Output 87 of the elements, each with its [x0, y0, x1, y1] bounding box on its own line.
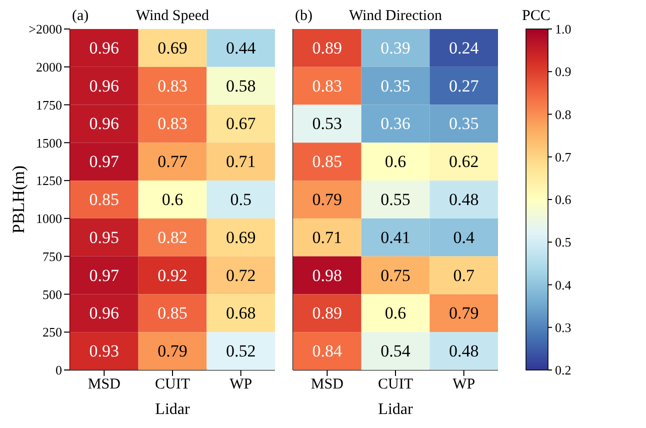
- color-bar-label: 0.3: [555, 320, 572, 335]
- x-axis-title: Lidar: [378, 401, 414, 418]
- data-label: 0.77: [158, 152, 188, 172]
- y-tick-label: 500: [42, 286, 62, 302]
- data-label: 0.62: [448, 152, 479, 172]
- data-label: 0.85: [158, 304, 188, 323]
- color-bar-label: 0.2: [555, 362, 572, 378]
- x-tick-label: CUIT: [155, 376, 190, 393]
- data-label: 0.98: [312, 266, 342, 285]
- text: (b): [295, 8, 312, 25]
- data-label: 0.92: [158, 266, 188, 285]
- color-bar-label: 0.6: [555, 192, 572, 207]
- color-bar-label: 0.8: [555, 106, 572, 122]
- color-bar-label: 0.4: [555, 277, 572, 292]
- x-tick-label: MSD: [88, 376, 121, 393]
- y-tick-label: 1750: [36, 97, 62, 112]
- y-tick-label: 1250: [36, 173, 62, 188]
- data-label: 0.44: [226, 38, 256, 58]
- color-bar-label: 0.5: [555, 234, 572, 250]
- data-label: 0.4: [453, 228, 475, 247]
- x-tick-label: WP: [452, 376, 476, 393]
- data-label: 0.71: [312, 228, 342, 247]
- color-bar-label: 0.7: [555, 149, 572, 164]
- chart-title: Wind Direction: [348, 8, 442, 24]
- data-label: 0.96: [89, 114, 120, 134]
- y-tick-label: 2000: [36, 60, 62, 75]
- x-tick-label: CUIT: [378, 376, 413, 393]
- data-label: 0.72: [226, 266, 256, 285]
- data-label: 0.58: [226, 76, 256, 96]
- data-label: 0.36: [380, 114, 410, 134]
- data-label: 0.24: [448, 38, 480, 58]
- data-label: 0.97: [89, 266, 120, 285]
- data-label: 0.67: [226, 114, 256, 134]
- data-label: 0.68: [226, 304, 256, 323]
- data-label: 0.35: [448, 114, 479, 134]
- x-axis-title: Lidar: [155, 401, 190, 418]
- data-label: 0.89: [312, 38, 342, 58]
- data-label: 0.95: [89, 228, 120, 247]
- data-label: 0.54: [380, 342, 411, 361]
- text: (a): [72, 8, 89, 25]
- data-label: 0.69: [226, 228, 256, 247]
- y-tick-label: 750: [42, 248, 62, 264]
- data-label: 0.41: [380, 228, 410, 247]
- data-label: 0.83: [158, 76, 188, 96]
- data-label: 0.83: [312, 76, 342, 96]
- data-label: 0.6: [384, 304, 406, 323]
- data-label: 0.52: [226, 342, 256, 361]
- data-label: 0.7: [453, 266, 475, 285]
- data-label: 0.39: [380, 38, 410, 58]
- data-label: 0.75: [380, 266, 410, 285]
- data-label: 0.5: [230, 190, 252, 209]
- y-tick-label: 1000: [36, 211, 62, 226]
- data-label: 0.48: [448, 190, 479, 209]
- data-label: 0.48: [448, 342, 479, 361]
- y-axis-title: PBLH(m): [9, 166, 28, 234]
- x-tick-label: WP: [230, 376, 252, 393]
- data-label: 0.85: [89, 190, 120, 209]
- data-label: 0.84: [312, 342, 343, 361]
- data-label: 0.35: [380, 76, 410, 96]
- data-label: 0.96: [89, 76, 120, 96]
- data-label: 0.6: [162, 190, 184, 209]
- chart-title: Wind Speed: [136, 8, 210, 24]
- color-bar-label: 1.0: [555, 22, 572, 36]
- data-label: 0.93: [89, 342, 120, 361]
- data-label: 0.85: [312, 152, 342, 172]
- y-tick-label: 250: [42, 324, 62, 340]
- data-label: 0.79: [312, 190, 342, 209]
- data-label: 0.55: [380, 190, 410, 209]
- data-label: 0.79: [448, 304, 479, 323]
- data-label: 0.53: [312, 114, 342, 134]
- y-tick-label: 1500: [36, 135, 62, 150]
- x-tick-label: MSD: [310, 376, 344, 393]
- data-label: 0.97: [89, 152, 120, 172]
- y-tick-label: 0: [56, 362, 62, 378]
- color-bar-title: PCC: [521, 8, 552, 24]
- data-label: 0.79: [158, 342, 188, 361]
- data-label: 0.96: [89, 38, 120, 58]
- data-label: 0.71: [226, 152, 256, 172]
- data-label: 0.27: [448, 76, 480, 96]
- data-label: 0.83: [158, 114, 188, 134]
- data-label: 0.96: [89, 304, 120, 323]
- data-label: 0.6: [384, 152, 406, 172]
- color-bar-label: 0.9: [555, 64, 572, 80]
- data-label: 0.82: [158, 228, 188, 247]
- data-label: 0.89: [312, 304, 342, 323]
- data-label: 0.69: [158, 38, 188, 58]
- y-tick-label: >2000: [28, 22, 62, 37]
